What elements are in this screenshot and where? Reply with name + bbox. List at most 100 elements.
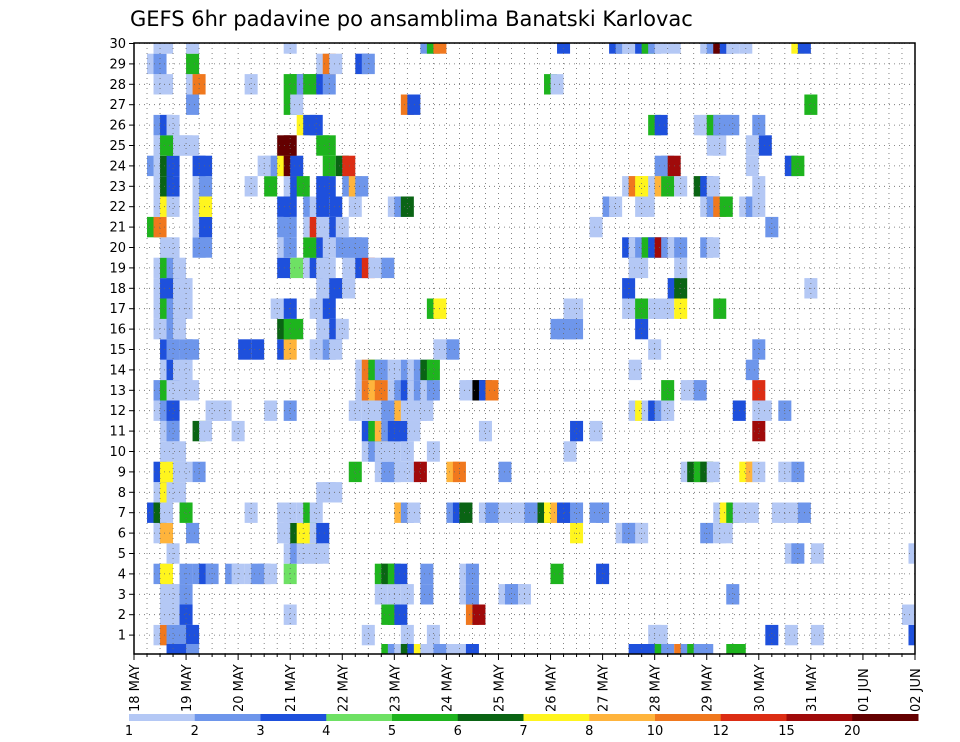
- colorbar-swatch: [589, 714, 656, 721]
- heatmap-cell: [166, 176, 180, 197]
- colorbar-swatch: [457, 714, 524, 721]
- heatmap-cell: [426, 624, 440, 646]
- heatmap-cell: [342, 278, 356, 299]
- heatmap-cell: [570, 502, 584, 523]
- heatmap-cell: [335, 216, 349, 238]
- heatmap-cell: [719, 522, 733, 544]
- heatmap-cell: [752, 380, 766, 401]
- heatmap-cell: [186, 644, 200, 654]
- heatmap-cell: [589, 216, 603, 238]
- heatmap-cell: [153, 216, 167, 238]
- heatmap-cell: [277, 522, 291, 544]
- colorbar-swatch: [786, 714, 853, 721]
- colorbar-label: 10: [647, 724, 664, 739]
- colorbar-swatch: [129, 714, 196, 721]
- heatmap-cell: [251, 339, 265, 360]
- y-tick-label: 20: [109, 241, 126, 256]
- heatmap-cell: [596, 502, 610, 523]
- heatmap-cell: [329, 196, 343, 217]
- heatmap-cell: [810, 624, 824, 646]
- x-tick-label: 26 MAY: [545, 664, 560, 712]
- heatmap-cell: [374, 584, 388, 605]
- y-tick-label: 3: [118, 588, 126, 603]
- heatmap-cell: [160, 441, 174, 462]
- colorbar-label: 3: [256, 724, 264, 739]
- heatmap-cell: [752, 176, 766, 197]
- heatmap-cell: [745, 155, 759, 177]
- heatmap-cell: [186, 53, 200, 75]
- y-tick-label: 28: [109, 78, 126, 93]
- heatmap-cell: [752, 420, 766, 442]
- heatmap-cell: [758, 135, 772, 156]
- colorbar-swatch: [523, 714, 590, 721]
- y-tick-label: 23: [109, 180, 126, 195]
- heatmap-cell: [394, 420, 408, 442]
- heatmap-cell: [661, 380, 675, 401]
- heatmap-cell: [283, 604, 297, 625]
- heatmap-cell: [179, 584, 193, 605]
- heatmap-cell: [752, 114, 766, 136]
- x-tick-label: 02 JUN: [909, 668, 924, 712]
- heatmap-cell: [661, 400, 675, 421]
- heatmap-cell: [426, 441, 440, 462]
- heatmap-cell: [784, 624, 798, 646]
- heatmap-cell: [316, 196, 330, 217]
- heatmap-cell: [433, 644, 447, 654]
- y-tick-label: 29: [109, 57, 126, 72]
- heatmap-cell: [732, 644, 746, 654]
- heatmap-cell: [361, 624, 375, 646]
- heatmap-cell: [186, 380, 200, 401]
- heatmap-cell: [199, 176, 213, 197]
- x-tick-label: 28 MAY: [649, 664, 664, 712]
- x-tick-label: 01 JUN: [857, 668, 872, 712]
- heatmap-cell: [407, 502, 421, 523]
- heatmap-cell: [420, 400, 434, 421]
- heatmap-cell: [635, 318, 649, 340]
- heatmap-cell: [264, 563, 278, 585]
- y-tick-label: 19: [109, 261, 126, 276]
- heatmap-cell: [472, 604, 486, 625]
- heatmap-cell: [166, 420, 180, 442]
- heatmap-cell: [654, 114, 668, 136]
- heatmap-cell: [570, 420, 584, 442]
- heatmap-cell: [446, 339, 460, 360]
- heatmap-cell: [283, 400, 297, 421]
- heatmap-cell: [290, 155, 304, 177]
- colorbar-label: 15: [778, 724, 795, 739]
- heatmap-cell: [329, 482, 343, 503]
- heatmap-cell: [186, 339, 200, 360]
- colorbar-swatch: [392, 714, 459, 721]
- heatmap-cell: [179, 502, 193, 523]
- heatmap-cell: [329, 339, 343, 360]
- heatmap-cell: [218, 400, 232, 421]
- heatmap-cell: [654, 624, 668, 646]
- heatmap-cell: [309, 114, 323, 136]
- y-tick-label: 30: [109, 37, 126, 52]
- heatmap-cell: [791, 461, 805, 483]
- heatmap-cell: [244, 176, 258, 197]
- heatmap-cell: [765, 216, 779, 238]
- heatmap-cell: [186, 94, 200, 115]
- heatmap-cell: [316, 543, 330, 564]
- heatmap-cell: [290, 94, 304, 115]
- heatmap-cell: [654, 43, 668, 54]
- y-tick-label: 8: [118, 486, 126, 501]
- heatmap-cell: [426, 380, 440, 401]
- heatmap-cell: [186, 135, 200, 156]
- heatmap-cell: [199, 155, 213, 177]
- chart-title: GEFS 6hr padavine po ansamblima Banatski…: [130, 7, 693, 31]
- heatmap-cell: [674, 176, 688, 197]
- heatmap-cell: [179, 461, 193, 483]
- heatmap-cell: [283, 502, 297, 523]
- heatmap-cell: [413, 461, 427, 483]
- x-axis-ticks: 18 MAY 19 MAY 20 MAY 21 MAY 22 MAY 23 MAY 24 M…: [128, 654, 924, 712]
- x-tick-label: 21 MAY: [284, 664, 299, 712]
- heatmap-cell: [374, 359, 388, 381]
- y-tick-label: 5: [118, 547, 126, 562]
- y-tick-label: 13: [109, 384, 126, 399]
- heatmap-cell: [752, 196, 766, 217]
- heatmap-cell: [485, 502, 499, 523]
- heatmap-cell: [420, 584, 434, 605]
- heatmap-cell: [570, 318, 584, 340]
- colorbar-label: 20: [844, 724, 861, 739]
